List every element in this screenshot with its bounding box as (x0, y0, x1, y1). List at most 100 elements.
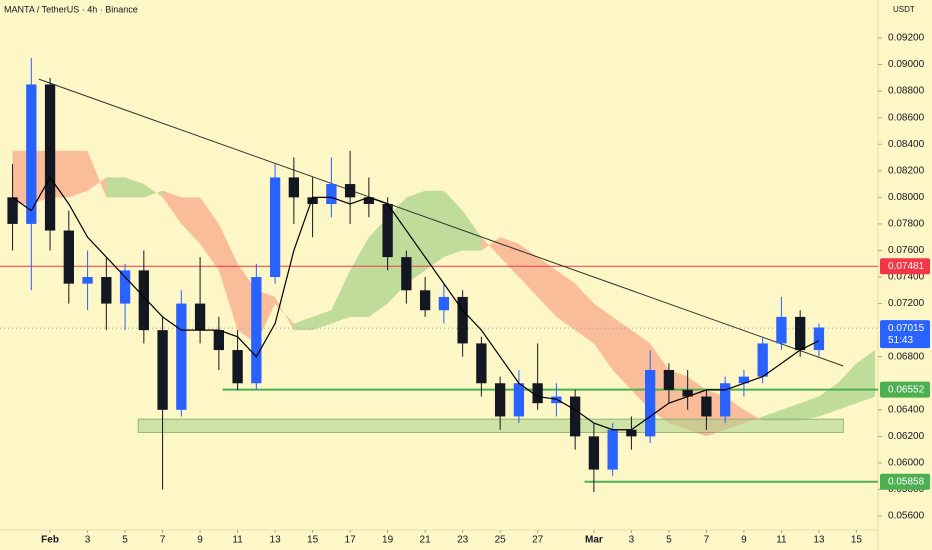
cloud-layer (0, 150, 878, 483)
y-tick-label: 0.09000 (888, 59, 925, 70)
y-tick-label: 0.06200 (888, 431, 925, 442)
price-level-badge (880, 258, 930, 275)
cloud-segment (593, 303, 613, 370)
x-tick-label: 5 (666, 535, 672, 546)
x-tick-label: 11 (776, 535, 787, 546)
candle-body (344, 184, 356, 198)
cloud-segment (350, 237, 369, 317)
candle-body (513, 383, 525, 417)
cloud-segment (68, 150, 88, 198)
candle-body (363, 197, 375, 204)
cloud-segment (312, 310, 332, 331)
cloud-segment (500, 237, 519, 278)
price-level-label: 0.06552 (888, 384, 925, 395)
candle-body (138, 270, 149, 331)
candle-body (82, 277, 93, 284)
main-layer (7, 57, 844, 493)
cloud-segment (781, 403, 801, 421)
x-tick-label: 13 (270, 535, 282, 546)
candle-body (494, 383, 506, 417)
cloud-segment (125, 177, 144, 198)
candle-body (269, 177, 281, 278)
y-tick-label: 0.08800 (888, 86, 925, 97)
x-tick-label: 5 (122, 535, 128, 546)
x-tick-label: Feb (41, 535, 59, 546)
y-tick-label: 0.07200 (888, 298, 925, 309)
x-tick-label: Mar (585, 535, 603, 546)
cloud-segment (181, 197, 201, 244)
candle-body (213, 330, 225, 351)
x-tick-label: 13 (813, 535, 825, 546)
x-tick-label: 11 (232, 535, 243, 546)
y-tick-label: 0.07400 (888, 272, 925, 283)
price-level-badge (880, 381, 930, 398)
cloud-segment (143, 184, 163, 198)
cloud-segment (200, 197, 219, 271)
candle-body (682, 389, 693, 397)
x-tick-label: 25 (495, 535, 507, 546)
candle-body (757, 343, 768, 377)
cloud-segment (462, 210, 482, 251)
candle-body (194, 303, 206, 331)
price-level-badge (880, 473, 930, 490)
candle-body (401, 257, 412, 291)
candle-body (232, 350, 243, 384)
candle-body (44, 84, 56, 231)
candle-body (26, 84, 37, 224)
moving-average (12, 176, 820, 431)
y-tick-label: 0.06800 (888, 351, 925, 362)
x-tick-label: 15 (851, 535, 863, 546)
candle-body (476, 343, 487, 384)
cloud-segment (443, 190, 463, 258)
y-tick-label: 0.06000 (888, 458, 925, 469)
candle-body (326, 184, 337, 204)
cloud-segment (837, 363, 857, 410)
x-tick-label: 9 (197, 535, 203, 546)
candle-body (588, 436, 600, 470)
cloud-segment (106, 177, 126, 198)
candle-body (438, 296, 450, 311)
y-tick-label: 0.08000 (888, 192, 925, 203)
candle-body (738, 376, 750, 384)
x-tick-label: 19 (382, 535, 394, 546)
cloud-segment (218, 223, 238, 331)
candle-body (569, 396, 581, 437)
chart-title: MANTA / TetherUS · 4h · Binance (4, 4, 138, 14)
cloud-segment (537, 257, 557, 317)
candle-body (626, 429, 637, 437)
x-tick-label: 23 (457, 535, 469, 546)
cloud-segment (762, 409, 782, 421)
y-tick-label: 0.06400 (888, 404, 925, 415)
candle-body (251, 277, 262, 384)
candle-body (307, 197, 318, 204)
last-price-label: 0.07015 (888, 323, 925, 334)
price-level-label: 0.05858 (888, 476, 925, 487)
candle-body (157, 330, 168, 410)
x-tick-label: 9 (741, 535, 747, 546)
axis-layer: 0.056000.058000.060000.062000.064000.068… (41, 33, 930, 546)
x-tick-label: 7 (160, 535, 166, 546)
last-price-badge (880, 320, 930, 349)
candle-body (813, 327, 825, 351)
candle-body (701, 396, 712, 417)
cloud-segment (425, 190, 444, 271)
cloud-segment (87, 150, 107, 198)
x-tick-label: 17 (345, 535, 357, 546)
x-tick-label: 15 (307, 535, 319, 546)
x-tick-label: 7 (704, 535, 710, 546)
candle-body (776, 316, 787, 344)
cloud-segment (575, 283, 594, 344)
cloud-segment (293, 316, 313, 331)
candle-body (119, 270, 131, 304)
y-tick-label: 0.07800 (888, 219, 925, 230)
trendline (38, 78, 844, 367)
candle-body (607, 429, 618, 470)
cloud-segment (800, 396, 819, 421)
candle-body (382, 203, 393, 258)
cloud-segment (556, 270, 576, 331)
cloud-segment (331, 270, 351, 324)
y-tick-label: 0.05600 (888, 511, 925, 522)
